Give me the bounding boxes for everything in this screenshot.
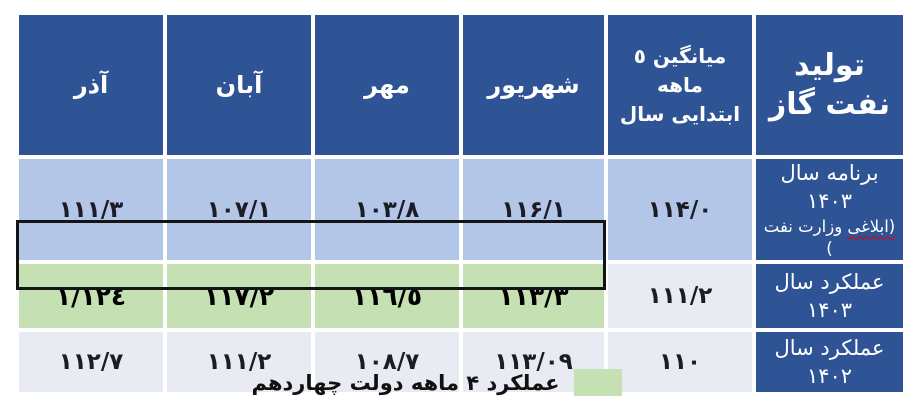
col-header-mehr: مهر [315, 15, 459, 155]
row-label-perf1402-line2: ۱۴۰۲ [806, 364, 853, 389]
cell-perf1403-avg: ۱۱۱/۲ [608, 264, 752, 329]
table-title-line1: تولید [794, 48, 865, 83]
cell-perf1402-azar: ۱۱۲/۷ [19, 332, 163, 393]
cell-plan1403-mehr: ۱۰۳/۸ [315, 159, 459, 261]
cell-plan1403-avg: ۱۱۴/۰ [608, 159, 752, 261]
row-label-performance-1403: عملکرد سال ۱۴۰۳ [756, 264, 903, 329]
row-performance-1403: عملکرد سال ۱۴۰۳ ۱۱۱/۲ ۱۱۳/۳ ۱۱٦/٥ ۱۱۷/۲ … [19, 264, 903, 329]
misspelled-word: (ابلاغی [847, 216, 896, 236]
avg-header-line1: میانگین ٥ ماهه [633, 43, 727, 97]
cell-perf1402-mehr: ۱۰۸/۷ [315, 332, 459, 393]
col-header-avg-5-months: میانگین ٥ ماهه ابتدایی سال [608, 15, 752, 155]
row-label-perf1402-line1: عملکرد سال [774, 335, 885, 360]
row-plan-1403: برنامه سال ۱۴۰۳ (ابلاغی وزارت نفت ) ۱۱۴/… [19, 159, 903, 261]
cell-perf1403-mehr-highlighted: ۱۱٦/٥ [315, 264, 459, 329]
legend-color-swatch [573, 369, 622, 396]
row-label-plan-line2-rest: وزارت نفت ) [763, 216, 848, 258]
gas-oil-production-table: تولید نفت گاز میانگین ٥ ماهه ابتدایی سال… [15, 11, 907, 396]
legend-label: عملکرد ۴ ماهه دولت چهاردهم [251, 370, 560, 395]
table-header-row: تولید نفت گاز میانگین ٥ ماهه ابتدایی سال… [19, 15, 903, 155]
avg-header-line2: ابتدایی سال [619, 101, 741, 126]
cell-perf1402-aban: ۱۱۱/۲ [167, 332, 311, 393]
cell-perf1403-aban-highlighted: ۱۱۷/۲ [167, 264, 311, 329]
row-label-plan-1403: برنامه سال ۱۴۰۳ (ابلاغی وزارت نفت ) [756, 159, 903, 261]
legend: عملکرد ۴ ماهه دولت چهاردهم [0, 369, 898, 396]
row-performance-1402: عملکرد سال ۱۴۰۲ ۱۱۰ ۱۱۳/۰۹ ۱۰۸/۷ ۱۱۱/۲ ۱… [19, 332, 903, 393]
row-label-perf1403-line1: عملکرد سال [774, 269, 885, 294]
table-title-cell: تولید نفت گاز [756, 15, 903, 155]
cell-plan1403-aban: ۱۰۷/۱ [167, 159, 311, 261]
row-label-plan-line1: برنامه سال ۱۴۰۳ [780, 161, 879, 214]
col-header-shahrivar: شهریور [463, 15, 604, 155]
table-title-line2: نفت گاز [768, 87, 891, 122]
row-label-perf1403-line2: ۱۴۰۳ [806, 298, 853, 323]
cell-perf1403-azar-highlighted: ۱۲٤/۱ [19, 264, 163, 329]
cell-perf1402-avg: ۱۱۰ [608, 332, 752, 393]
row-label-plan-line2: (ابلاغی وزارت نفت ) [758, 216, 901, 261]
cell-plan1403-azar: ۱۱۱/۳ [19, 159, 163, 261]
row-label-performance-1402: عملکرد سال ۱۴۰۲ [756, 332, 903, 393]
col-header-azar: آذر [19, 15, 163, 155]
cell-plan1403-shahrivar: ۱۱۶/۱ [463, 159, 604, 261]
cell-perf1403-shahrivar-highlighted: ۱۱۳/۳ [463, 264, 604, 329]
col-header-aban: آبان [167, 15, 311, 155]
